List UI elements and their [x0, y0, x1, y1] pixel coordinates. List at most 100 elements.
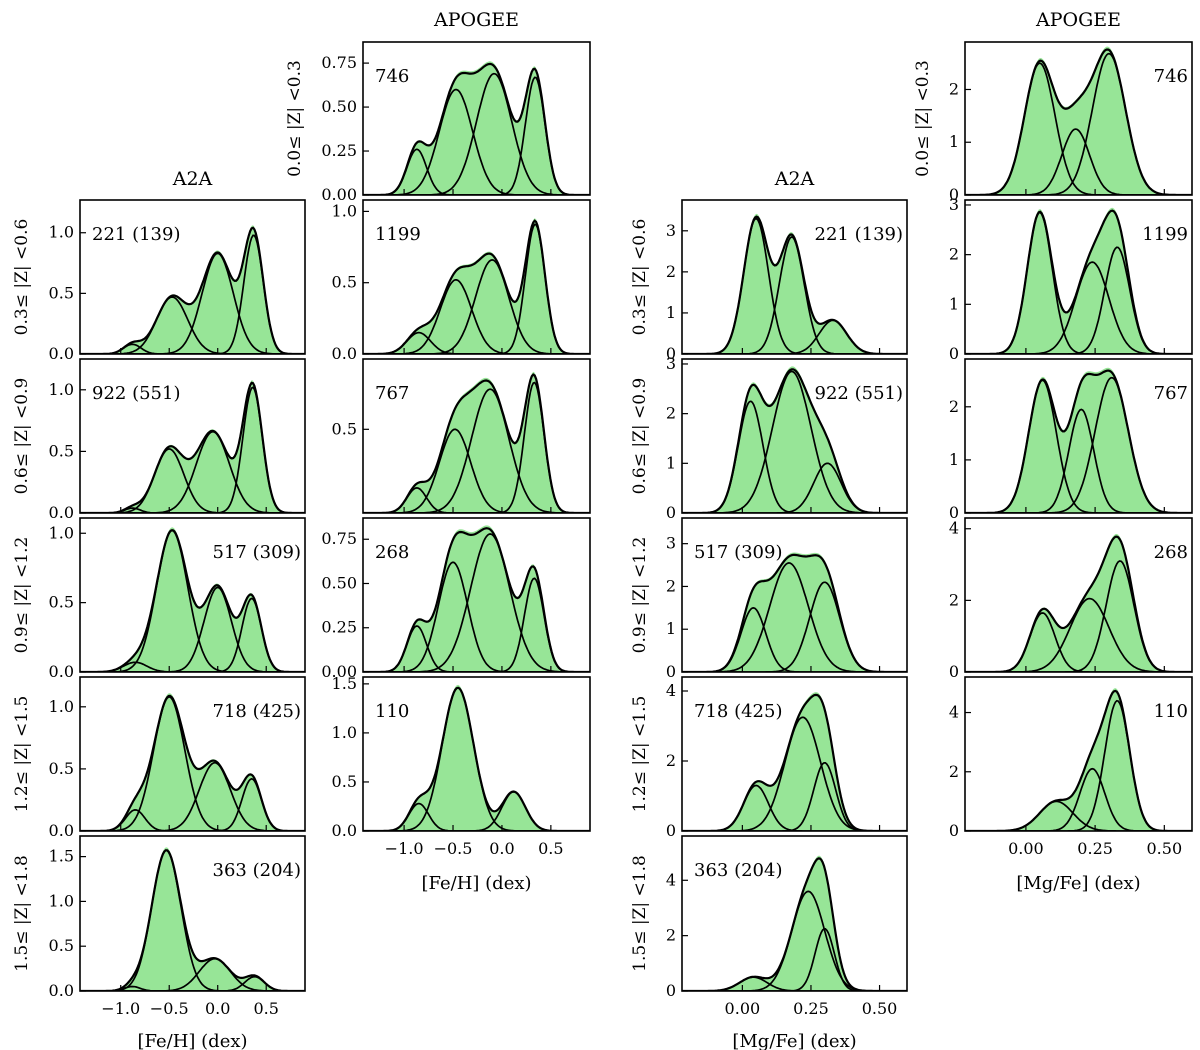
y-tick-label: 2 — [666, 576, 676, 595]
y-tick-label: 0 — [666, 344, 676, 363]
y-tick-label: 0.5 — [49, 759, 74, 778]
panel-frame — [362, 358, 591, 514]
y-tick-label: 0.5 — [332, 419, 357, 438]
sample-count-label: 1199 — [1142, 224, 1188, 245]
y-tick-label: 0.75 — [321, 529, 357, 548]
x-tick-label: 0.0 — [205, 999, 230, 1018]
y-tick-label: 0.5 — [49, 283, 74, 302]
gaussian-component-3 — [363, 533, 590, 672]
density-fill — [363, 525, 590, 672]
sample-count-label: 1199 — [375, 224, 421, 245]
y-tick-label: 2 — [666, 262, 676, 281]
x-tick-label: −0.5 — [434, 839, 473, 858]
y-tick-label: 2 — [949, 397, 959, 416]
column-title: A2A — [774, 168, 815, 190]
total-fit-curve — [682, 553, 907, 672]
y-tick-label: 2 — [949, 245, 959, 264]
y-tick-label: 0.0 — [332, 344, 357, 363]
x-tick-label: −1.0 — [385, 839, 424, 858]
row-label: 1.2≤ |Z| <1.5 — [12, 696, 32, 813]
density-fill — [363, 684, 590, 831]
x-tick-label: 0.00 — [1008, 839, 1044, 858]
y-tick-label: 2 — [666, 926, 676, 945]
density-fill — [80, 225, 305, 354]
panel-frame — [964, 517, 1193, 673]
panel-frame — [681, 676, 908, 832]
row-label: 1.5≤ |Z| <1.8 — [630, 855, 650, 972]
x-tick-label: 0.25 — [1077, 839, 1113, 858]
density-fill — [363, 218, 590, 354]
density-fill — [682, 552, 907, 672]
x-tick-label: −1.0 — [101, 999, 140, 1018]
sample-count-label: 363 (204) — [694, 860, 782, 881]
total-fit-curve — [80, 849, 305, 991]
density-fill — [80, 380, 305, 513]
y-tick-label: 1 — [949, 132, 959, 151]
total-fit-curve — [363, 373, 590, 513]
y-tick-label: 1 — [666, 303, 676, 322]
panel-frame — [964, 199, 1193, 355]
panel-frame — [681, 199, 908, 355]
y-tick-label: 1 — [949, 450, 959, 469]
y-tick-label: 0.0 — [49, 344, 74, 363]
row-label: 0.6≤ |Z| <0.9 — [12, 378, 32, 495]
y-tick-label: 0.50 — [321, 97, 357, 116]
y-tick-label: 0 — [949, 821, 959, 840]
y-tick-label: 0.0 — [49, 662, 74, 681]
y-tick-label: 3 — [666, 221, 676, 240]
y-tick-label: 0 — [666, 981, 676, 1000]
y-tick-label: 0.00 — [321, 662, 357, 681]
column-title: APOGEE — [1035, 9, 1121, 31]
density-fill — [965, 367, 1192, 513]
y-tick-label: 3 — [666, 354, 676, 373]
total-fit-curve — [965, 209, 1192, 354]
y-tick-label: 4 — [949, 519, 959, 538]
y-tick-label: 0.50 — [321, 573, 357, 592]
panel-frame — [79, 835, 306, 992]
total-fit-curve — [363, 219, 590, 354]
y-tick-label: 1 — [666, 453, 676, 472]
y-tick-label: 0 — [666, 503, 676, 522]
row-label: 1.2≤ |Z| <1.5 — [630, 696, 650, 813]
gaussian-component-3 — [682, 762, 907, 831]
x-axis-label: [Fe/H] (dex) — [421, 873, 531, 894]
x-tick-label: 0.0 — [489, 839, 514, 858]
y-tick-label: 0.5 — [49, 593, 74, 612]
sample-count-label: 718 (425) — [694, 701, 782, 722]
y-tick-label: 0.5 — [49, 441, 74, 460]
y-tick-label: 0.5 — [332, 772, 357, 791]
total-fit-curve — [682, 215, 907, 354]
x-axis-label: [Mg/Fe] (dex) — [1016, 873, 1140, 894]
y-tick-label: 0.0 — [49, 503, 74, 522]
y-tick-label: 1.5 — [49, 847, 74, 866]
y-tick-label: 1.0 — [49, 697, 74, 716]
sample-count-label: 268 — [1154, 542, 1188, 563]
y-tick-label: 2 — [949, 590, 959, 609]
panel-frame — [681, 358, 908, 514]
y-tick-label: 2 — [949, 79, 959, 98]
sample-count-label: 767 — [1154, 383, 1188, 404]
panel-frame — [362, 199, 591, 355]
y-tick-label: 0.25 — [321, 618, 357, 637]
sample-count-label: 746 — [375, 66, 409, 87]
sample-count-label: 746 — [1154, 66, 1188, 87]
y-tick-label: 0.5 — [332, 273, 357, 292]
y-tick-label: 2 — [666, 751, 676, 770]
total-fit-curve — [80, 381, 305, 513]
panel-frame — [79, 358, 306, 514]
x-tick-label: 0.00 — [725, 999, 761, 1018]
sample-count-label: 268 — [375, 542, 409, 563]
sample-count-label: 922 (551) — [92, 383, 180, 404]
y-tick-label: 1.0 — [49, 523, 74, 542]
total-fit-curve — [965, 369, 1192, 513]
sample-count-label: 517 (309) — [694, 542, 782, 563]
row-label: 1.5≤ |Z| <1.8 — [12, 855, 32, 972]
y-tick-label: 1.0 — [49, 223, 74, 242]
y-tick-label: 2 — [666, 404, 676, 423]
gaussian-component-2 — [965, 128, 1192, 195]
y-tick-label: 3 — [949, 195, 959, 214]
y-tick-label: 1.0 — [332, 201, 357, 220]
x-axis-label: [Fe/H] (dex) — [137, 1031, 247, 1050]
y-tick-label: 0 — [949, 662, 959, 681]
panel-frame — [681, 517, 908, 673]
